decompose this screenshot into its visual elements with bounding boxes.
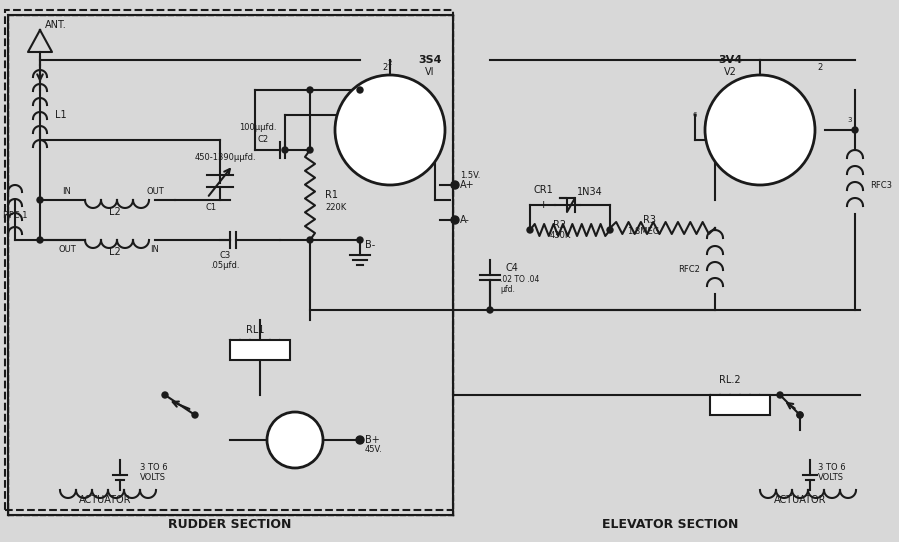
Text: 3: 3 [355,112,360,118]
Text: C4: C4 [505,263,518,273]
Text: 450-1390μμfd.: 450-1390μμfd. [195,153,256,163]
Text: 430K: 430K [549,230,571,240]
Text: 7: 7 [717,152,722,158]
Circle shape [797,412,803,418]
Text: .02 TO .04: .02 TO .04 [500,275,539,285]
Circle shape [307,87,313,93]
Text: .05μfd.: .05μfd. [210,261,240,269]
Text: 3S4: 3S4 [418,55,441,65]
Text: 100μμfd.: 100μμfd. [239,124,277,132]
Text: A+: A+ [460,180,475,190]
Circle shape [267,412,323,468]
Circle shape [335,75,445,185]
Text: ACTUATOR: ACTUATOR [79,495,131,505]
Text: A-: A- [460,215,470,225]
Text: R3: R3 [644,215,656,225]
Text: RFC 1: RFC 1 [3,210,28,220]
Text: 1: 1 [343,115,348,125]
Text: VI: VI [425,67,435,77]
Text: 5: 5 [413,117,417,123]
Text: L2: L2 [109,207,120,217]
Circle shape [307,237,313,243]
Text: L2: L2 [109,247,120,257]
Text: L1: L1 [55,110,67,120]
Circle shape [162,392,168,398]
Text: 6: 6 [693,112,698,118]
Text: B-: B- [365,240,375,250]
Text: CR1: CR1 [533,185,553,195]
Text: 220K: 220K [325,203,346,211]
Text: 1N34: 1N34 [577,187,603,197]
Text: ELEVATOR SECTION: ELEVATOR SECTION [601,519,738,532]
Circle shape [705,75,815,185]
Text: RFC3: RFC3 [870,180,892,190]
Text: 3: 3 [848,117,852,123]
Circle shape [356,436,364,444]
Bar [230,340,290,360]
Text: 3 TO 6: 3 TO 6 [818,463,846,473]
Text: R1: R1 [325,190,338,200]
Circle shape [777,392,783,398]
Text: μfd.: μfd. [500,286,515,294]
Text: 2: 2 [387,60,392,66]
Text: V2: V2 [724,67,736,77]
Text: 1.5V.: 1.5V. [460,171,480,179]
Circle shape [852,127,858,133]
Text: 1: 1 [797,152,802,158]
Text: METER: METER [279,455,312,465]
Text: 2: 2 [817,63,823,73]
Circle shape [487,307,493,313]
Circle shape [451,181,459,189]
Circle shape [357,237,363,243]
Circle shape [282,147,288,153]
Bar [710,395,770,415]
Text: RUDDER SECTION: RUDDER SECTION [168,519,291,532]
Text: R2: R2 [554,220,566,230]
Circle shape [357,87,363,93]
Text: VOLTS: VOLTS [818,474,844,482]
Circle shape [451,216,459,224]
Text: 5: 5 [758,172,762,178]
Circle shape [192,412,198,418]
Text: IN: IN [63,188,71,197]
Text: 45V.: 45V. [365,446,383,455]
Text: RL.2: RL.2 [719,375,741,385]
Text: 7: 7 [428,107,432,113]
Text: C2: C2 [257,136,269,145]
Text: OUT: OUT [147,188,164,197]
Text: 4: 4 [356,87,360,93]
Text: C3: C3 [219,250,231,260]
Circle shape [37,237,43,243]
Text: RL1: RL1 [245,325,264,335]
Text: IN: IN [150,246,159,255]
Text: C1: C1 [206,203,217,211]
Text: OUT: OUT [58,246,76,255]
Text: -: - [598,200,602,210]
Circle shape [527,227,533,233]
Text: VOLTS: VOLTS [140,474,166,482]
Text: RFC2: RFC2 [678,266,700,274]
Text: 2: 2 [382,63,387,73]
Text: 1.8MEG.: 1.8MEG. [628,228,663,236]
Text: 3V4: 3V4 [718,55,742,65]
Circle shape [307,147,313,153]
Text: +: + [539,200,547,210]
Text: 3 TO 6: 3 TO 6 [140,463,167,473]
Text: ACTUATOR: ACTUATOR [774,495,826,505]
Text: M: M [289,433,301,447]
Circle shape [797,412,803,418]
Circle shape [607,227,613,233]
Circle shape [37,197,43,203]
Text: ANT.: ANT. [45,20,67,30]
Text: B+: B+ [365,435,379,445]
